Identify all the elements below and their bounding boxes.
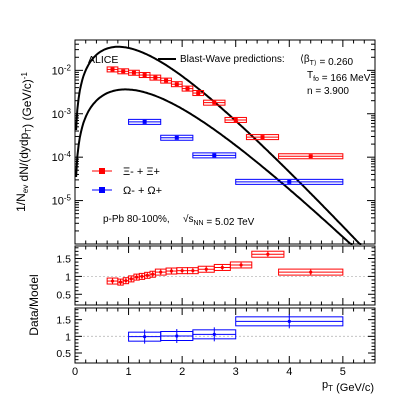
x-tick-label: 1 bbox=[126, 366, 132, 378]
ratio-point bbox=[212, 332, 216, 336]
data-point bbox=[174, 135, 179, 140]
data-point bbox=[142, 119, 147, 124]
data-point bbox=[212, 153, 217, 158]
data-point bbox=[131, 70, 136, 75]
system-label: p-Pb 80-100%, bbox=[103, 214, 170, 225]
ratio-point bbox=[169, 269, 174, 273]
ratio-point bbox=[175, 334, 179, 338]
x-axis-tick-labels: 0 1 2 3 4 5 bbox=[72, 366, 346, 378]
experiment-label: ALICE bbox=[88, 54, 118, 66]
ratio-point bbox=[129, 277, 133, 281]
x-tick-label: 2 bbox=[179, 366, 185, 378]
spectra-x-ticks bbox=[74, 40, 376, 244]
legend-xi-marker bbox=[99, 168, 105, 174]
y-tick-label: 10-2 bbox=[52, 63, 72, 77]
data-point bbox=[185, 86, 190, 91]
ratio-point bbox=[220, 265, 224, 270]
ratio-point bbox=[204, 267, 208, 271]
data-point bbox=[121, 69, 126, 74]
ratio-point bbox=[287, 319, 291, 323]
ratio-point bbox=[180, 269, 184, 273]
model-param-beta: ⟨βT⟩ = 0.260 bbox=[300, 54, 354, 68]
ratio-point bbox=[135, 275, 139, 279]
legend-omega-marker bbox=[99, 187, 105, 193]
ratio-point bbox=[151, 272, 155, 276]
legend-omega: Ω- + Ω+ bbox=[92, 185, 162, 197]
y-tick-label: 10-5 bbox=[52, 194, 72, 208]
legend-omega-label: Ω- + Ω+ bbox=[123, 185, 162, 197]
x-axis-label: pT (GeV/c) bbox=[322, 379, 374, 394]
y-tick-label: 10-4 bbox=[52, 150, 72, 164]
ratio-point bbox=[159, 270, 163, 274]
data-point bbox=[110, 67, 115, 72]
ratio-y-axis-label: Data/Model bbox=[27, 274, 41, 335]
ratio-panel-omega: 0.5 1 1.5 bbox=[56, 307, 376, 364]
x-tick-label: 0 bbox=[72, 366, 78, 378]
data-point bbox=[287, 179, 292, 184]
x-tick-label: 3 bbox=[233, 366, 239, 378]
ratio-point bbox=[239, 263, 243, 267]
spectra-panel: 10-5 10-4 10-3 10-2 ALICE Blast-Wave predic… bbox=[14, 39, 376, 245]
y-tick-label: 0.5 bbox=[56, 289, 71, 301]
ratio-xi-series bbox=[106, 250, 344, 286]
ratio-point bbox=[140, 274, 144, 278]
spectra-y-ticks: 10-5 10-4 10-3 10-2 bbox=[52, 39, 375, 245]
data-point bbox=[164, 78, 169, 83]
ratio-point bbox=[124, 279, 128, 283]
data-point bbox=[174, 82, 179, 87]
ratio-point bbox=[309, 270, 313, 274]
legend-xi-label: Ξ- + Ξ+ bbox=[123, 166, 160, 178]
ratio-omega-series bbox=[128, 314, 344, 344]
data-point bbox=[233, 117, 238, 122]
ratio-point bbox=[266, 252, 270, 256]
ratio-omega-frame bbox=[74, 307, 376, 364]
data-point bbox=[212, 100, 217, 105]
model-param-n: n = 3.900 bbox=[307, 86, 349, 97]
x-tick-label: 5 bbox=[340, 366, 346, 378]
data-point bbox=[142, 73, 147, 78]
y-tick-label: 0.5 bbox=[56, 348, 71, 360]
ratio-point bbox=[191, 269, 195, 273]
legend-model-name: Blast-Wave predictions: bbox=[180, 54, 285, 65]
energy-label: √sNN = 5.02 TeV bbox=[183, 213, 255, 228]
model-param-tfo: Tfo = 166 MeV bbox=[307, 70, 371, 84]
x-tick-label: 4 bbox=[286, 366, 292, 378]
y-tick-label: 1.5 bbox=[56, 254, 71, 266]
data-point bbox=[153, 75, 158, 80]
ratio-omega-ticks: 0.5 1 1.5 bbox=[56, 308, 376, 363]
ratio-point bbox=[145, 273, 149, 277]
ratio-point bbox=[110, 279, 115, 283]
legend-xi: Ξ- + Ξ+ bbox=[92, 166, 160, 178]
y-tick-label: 10-3 bbox=[52, 107, 72, 121]
ratio-point bbox=[143, 335, 147, 339]
data-point bbox=[196, 91, 201, 96]
spectra-y-axis-label: 1/Nev dN/(dydpT) (GeV/c)-1 bbox=[14, 72, 34, 212]
data-point bbox=[260, 135, 265, 140]
spectra-series bbox=[106, 66, 344, 185]
y-tick-label: 1.5 bbox=[56, 315, 71, 327]
ratio-panel-xi: 0.5 1 1.5 bbox=[56, 245, 376, 306]
ratio-point bbox=[118, 280, 123, 284]
data-point bbox=[308, 154, 313, 159]
blast-wave-curve bbox=[75, 88, 353, 245]
y-tick-label: 1 bbox=[65, 271, 71, 283]
ratio-xi-ticks: 0.5 1 1.5 bbox=[56, 246, 376, 305]
y-tick-label: 1 bbox=[65, 331, 71, 343]
